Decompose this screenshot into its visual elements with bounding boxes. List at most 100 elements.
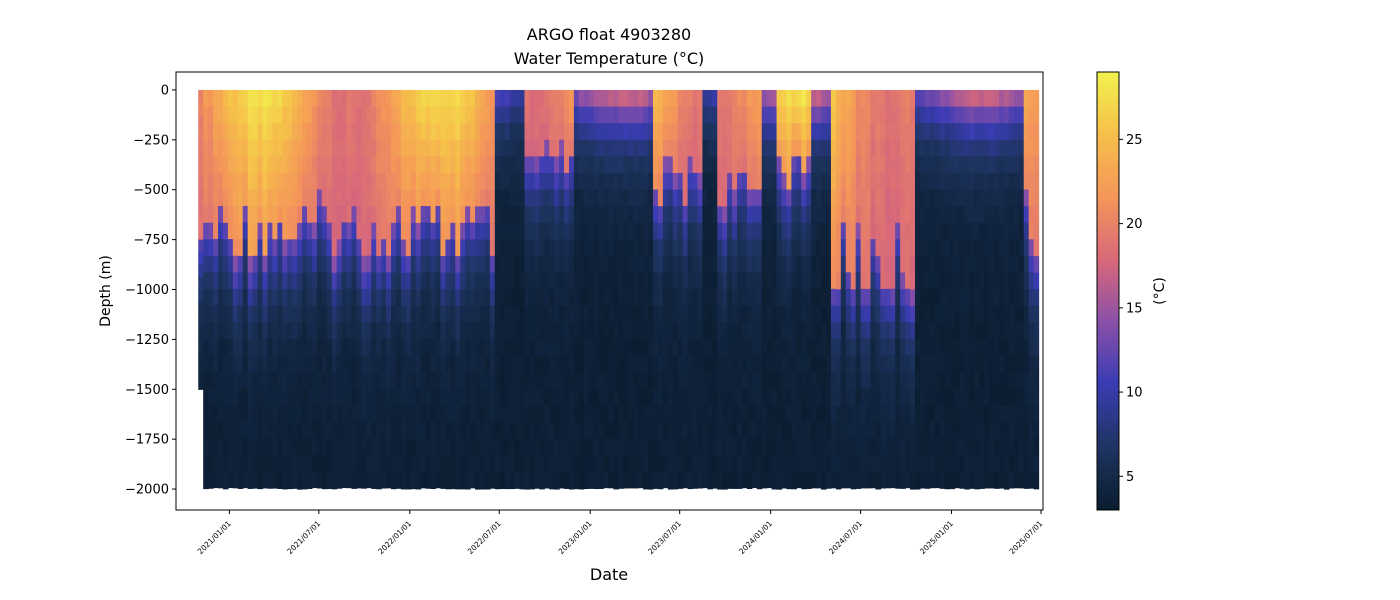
profile-column [959, 89, 965, 489]
profile-column [603, 89, 610, 489]
y-tick-label: −500 [133, 183, 169, 198]
profile-column [381, 89, 387, 489]
profile-column [598, 89, 605, 489]
profile-column [890, 89, 896, 489]
profile-column [386, 89, 392, 489]
profile-column [682, 89, 689, 489]
profile-column [405, 89, 412, 490]
profile-column [316, 89, 323, 489]
profile-column [262, 89, 269, 489]
profile-column [855, 89, 862, 489]
profile-column [687, 89, 694, 490]
profile-column [549, 89, 555, 490]
profile-column [939, 89, 946, 489]
profile-column [272, 89, 278, 489]
profile-column [415, 89, 422, 490]
profile-column [470, 89, 476, 489]
x-tick-label: 2024/01/01 [737, 519, 774, 556]
y-axis-ticks: 0 −250 −500 −750 −1000 −1250 −1500 −1750 −2000 [125, 83, 176, 498]
profile-column [282, 89, 288, 490]
profile-column [326, 89, 333, 489]
profile-column [1013, 89, 1020, 489]
profile-column [410, 89, 417, 490]
profile-column [910, 89, 916, 490]
profile-column [707, 89, 713, 490]
profile-column [356, 89, 362, 489]
colorbar [1096, 71, 1120, 511]
profile-column [524, 89, 531, 490]
profile-column [400, 89, 407, 490]
profile-column [376, 89, 382, 490]
profile-column [830, 89, 837, 489]
profile-column [529, 89, 535, 490]
profile-column [648, 89, 654, 490]
profile-column [494, 89, 501, 490]
profile-column [613, 89, 619, 490]
profile-column [539, 89, 545, 490]
profile-column [826, 89, 832, 489]
profile-column [578, 89, 585, 490]
profile-column [1008, 89, 1015, 489]
profile-column [672, 89, 679, 490]
profile-column [974, 89, 980, 490]
profile-column [786, 89, 792, 490]
chart-subtitle: Water Temperature (°C) [514, 49, 704, 68]
profile-column [361, 89, 367, 489]
profile-column [1033, 89, 1040, 490]
profile-column [252, 89, 259, 489]
profile-column [559, 89, 565, 489]
profile-column [514, 89, 521, 489]
profile-column [954, 89, 961, 489]
profile-column [450, 89, 456, 490]
profile-column [697, 89, 704, 489]
profile-column [391, 89, 397, 490]
profile-column [465, 89, 471, 490]
profile-column [835, 89, 842, 490]
profile-column [1023, 89, 1030, 489]
profile-column [722, 89, 728, 490]
profile-column [351, 89, 358, 489]
profile-column [756, 89, 763, 490]
profile-column [1028, 89, 1035, 489]
profile-column [969, 89, 975, 489]
profile-column [430, 89, 437, 489]
profile-column [806, 89, 812, 489]
profile-column [455, 89, 461, 490]
profile-column [875, 89, 881, 490]
profile-column [870, 89, 877, 489]
profile-column [593, 89, 600, 490]
profile-column [944, 89, 951, 490]
colorbar-label: (°C) [1152, 277, 1168, 305]
profile-column [984, 89, 990, 489]
profile-column [257, 89, 264, 490]
profile-column [218, 89, 224, 489]
profile-column [657, 89, 664, 490]
colorbar-tick-label: 5 [1126, 470, 1134, 485]
profile-column [435, 89, 442, 489]
profile-column [198, 89, 204, 390]
profile-column [292, 89, 298, 489]
colorbar-tick-label: 20 [1126, 217, 1143, 232]
profile-column [712, 89, 718, 489]
profile-column [964, 89, 970, 490]
profile-column [588, 89, 595, 489]
profile-column [247, 89, 254, 489]
plot-frame [175, 71, 1044, 511]
profile-column [237, 89, 244, 489]
y-axis-label: Depth (m) [98, 255, 114, 327]
profile-column [519, 89, 526, 490]
profile-column [900, 89, 906, 489]
profile-column [445, 89, 451, 490]
y-tick-label: −1750 [125, 433, 169, 448]
profile-column [781, 89, 788, 489]
x-tick-label: 2023/07/01 [646, 519, 683, 556]
x-axis-label: Date [590, 565, 628, 584]
x-tick-label: 2022/01/01 [376, 519, 413, 556]
profile-column [232, 89, 239, 489]
profile-column [242, 89, 249, 489]
x-tick-label: 2024/07/01 [827, 519, 864, 556]
profile-column [796, 89, 802, 489]
colorbar-tick-label: 10 [1126, 386, 1143, 401]
profile-column [737, 89, 743, 489]
profile-column [999, 89, 1005, 489]
